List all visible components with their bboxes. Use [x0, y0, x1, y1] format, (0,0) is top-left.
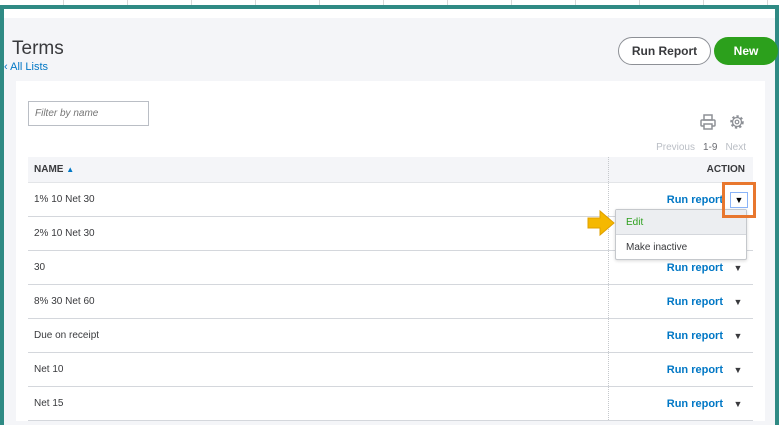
action-cell: Run report	[608, 194, 753, 206]
background-grid	[0, 0, 782, 6]
table-header: NAME ▲ ACTION	[28, 157, 753, 183]
all-lists-link[interactable]: ‹ All Lists	[4, 61, 48, 73]
action-cell: Run report ▼	[608, 364, 753, 376]
column-divider	[608, 251, 609, 284]
term-name: 2% 10 Net 30	[34, 228, 95, 239]
table-row: 1% 10 Net 30 Run report	[28, 183, 753, 217]
caret-down-icon[interactable]: ▼	[733, 364, 743, 375]
menu-item-edit[interactable]: Edit	[616, 210, 746, 235]
column-divider	[608, 217, 609, 250]
term-name: 8% 30 Net 60	[34, 296, 95, 307]
column-divider	[608, 319, 609, 352]
table-row: 30 Run report ▼	[28, 251, 753, 285]
term-name: 1% 10 Net 30	[34, 194, 95, 205]
name-column-header[interactable]: NAME ▲	[28, 164, 608, 175]
back-link-label: All Lists	[10, 61, 49, 73]
terms-table: NAME ▲ ACTION 1% 10 Net 30 Run report 2% 1…	[28, 157, 753, 421]
term-name: Due on receipt	[34, 330, 100, 341]
printer-icon[interactable]	[699, 113, 717, 131]
column-divider	[608, 183, 609, 216]
term-name: 30	[34, 262, 46, 273]
pagination: Previous 1-9 Next	[656, 142, 746, 153]
term-name: Net 10	[34, 364, 64, 375]
new-button[interactable]: New	[714, 37, 778, 65]
page-range: 1-9	[702, 142, 718, 153]
run-report-link[interactable]: Run report	[666, 295, 723, 308]
column-divider	[608, 387, 609, 420]
action-cell: Run report ▼	[608, 262, 753, 274]
table-row: Net 15 Run report ▼	[28, 387, 753, 421]
arrow-right-icon	[587, 209, 615, 237]
highlight-box	[722, 182, 756, 218]
action-column-header: ACTION	[706, 164, 745, 175]
caret-down-icon[interactable]: ▼	[730, 192, 748, 208]
table-row: Net 10 Run report ▼	[28, 353, 753, 387]
chevron-left-icon: ‹	[4, 61, 11, 73]
column-divider	[608, 157, 609, 182]
gear-icon[interactable]	[728, 113, 746, 131]
caret-down-icon[interactable]: ▼	[733, 330, 743, 341]
term-name: Net 15	[34, 398, 64, 409]
table-row: Due on receipt Run report ▼	[28, 319, 753, 353]
run-report-link[interactable]: Run report	[666, 193, 723, 206]
action-cell: Run report ▼	[608, 330, 753, 342]
caret-down-icon[interactable]: ▼	[733, 296, 743, 307]
caret-down-icon[interactable]: ▼	[733, 398, 743, 409]
caret-down-icon[interactable]: ▼	[733, 262, 743, 273]
name-header-label: NAME	[34, 164, 64, 175]
run-report-link[interactable]: Run report	[666, 363, 723, 376]
action-cell: Run report ▼	[608, 296, 753, 308]
action-cell: Run report ▼	[608, 398, 753, 410]
next-page[interactable]: Next	[725, 142, 746, 153]
table-row: 8% 30 Net 60 Run report ▼	[28, 285, 753, 319]
run-report-button[interactable]: Run Report	[618, 37, 711, 65]
column-divider	[608, 353, 609, 386]
sort-ascending-icon: ▲	[66, 165, 75, 174]
top-bar	[4, 9, 775, 18]
menu-item-make-inactive[interactable]: Make inactive	[626, 242, 688, 253]
run-report-link[interactable]: Run report	[666, 261, 723, 274]
run-report-link[interactable]: Run report	[666, 397, 723, 410]
previous-page[interactable]: Previous	[656, 142, 695, 153]
page-title: Terms	[12, 38, 64, 59]
column-divider	[608, 285, 609, 318]
filter-input[interactable]	[28, 101, 149, 126]
run-report-link[interactable]: Run report	[666, 329, 723, 342]
